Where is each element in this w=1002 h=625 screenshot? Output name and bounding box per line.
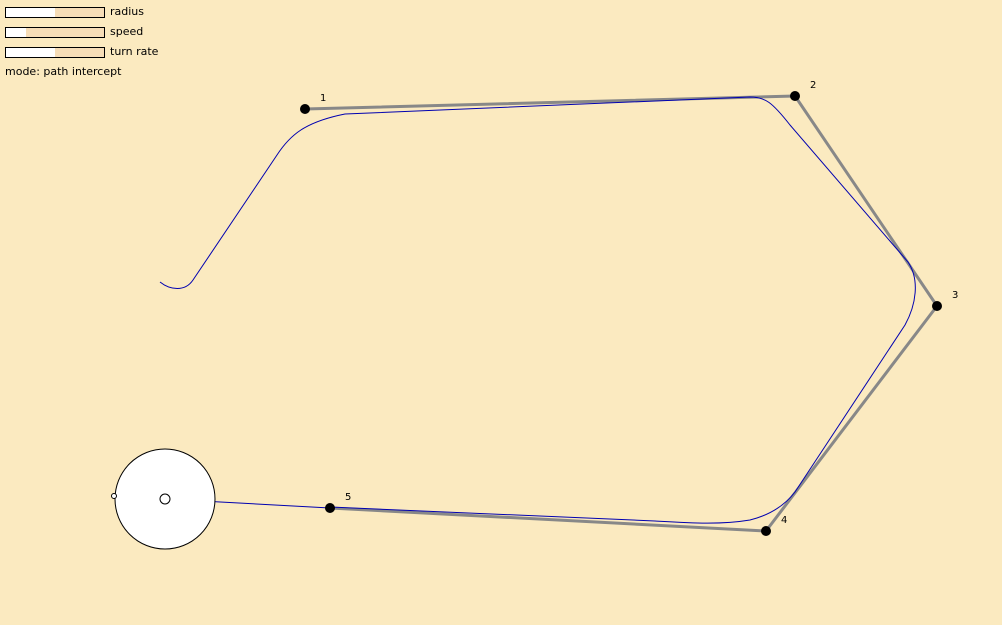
agent-center [159,493,171,505]
radius-label: radius [110,5,145,18]
turn-rate-slider-track[interactable] [5,46,105,58]
waypoint-1[interactable]: 1 [300,93,326,114]
waypoint-4[interactable]: 4 [761,515,787,536]
waypoint-marker[interactable] [932,301,942,311]
waypoint-marker[interactable] [300,104,310,114]
turn-rate-label: turn rate [110,45,159,58]
waypoint-marker[interactable] [761,526,771,536]
speed-slider-track[interactable] [5,26,105,38]
speed-slider[interactable]: speed [5,25,143,39]
waypoint-label: 1 [320,93,326,104]
turn-rate-slider[interactable]: turn rate [5,45,158,59]
agent-trajectory [159,96,916,524]
waypoint-label: 5 [345,492,351,503]
waypoint-label: 3 [952,290,958,301]
speed-label: speed [110,25,144,38]
waypoint-label: 4 [781,515,787,526]
waypoint-label: 2 [810,80,816,91]
turn-rate-slider-fill [6,47,55,57]
speed-slider-fill [6,27,26,37]
radius-slider[interactable]: radius [5,5,144,19]
radius-slider-track[interactable] [5,6,105,18]
agent-body[interactable] [114,448,216,550]
agent-sensor [111,493,117,499]
waypoint-2[interactable]: 2 [790,80,816,101]
radius-slider-fill [6,7,55,17]
waypoint-3[interactable]: 3 [932,290,958,311]
path-segments [304,94,939,533]
waypoint-5[interactable]: 5 [325,492,351,513]
waypoint-marker[interactable] [790,91,800,101]
mode-indicator: mode: path intercept [5,65,122,78]
waypoint-marker[interactable] [325,503,335,513]
